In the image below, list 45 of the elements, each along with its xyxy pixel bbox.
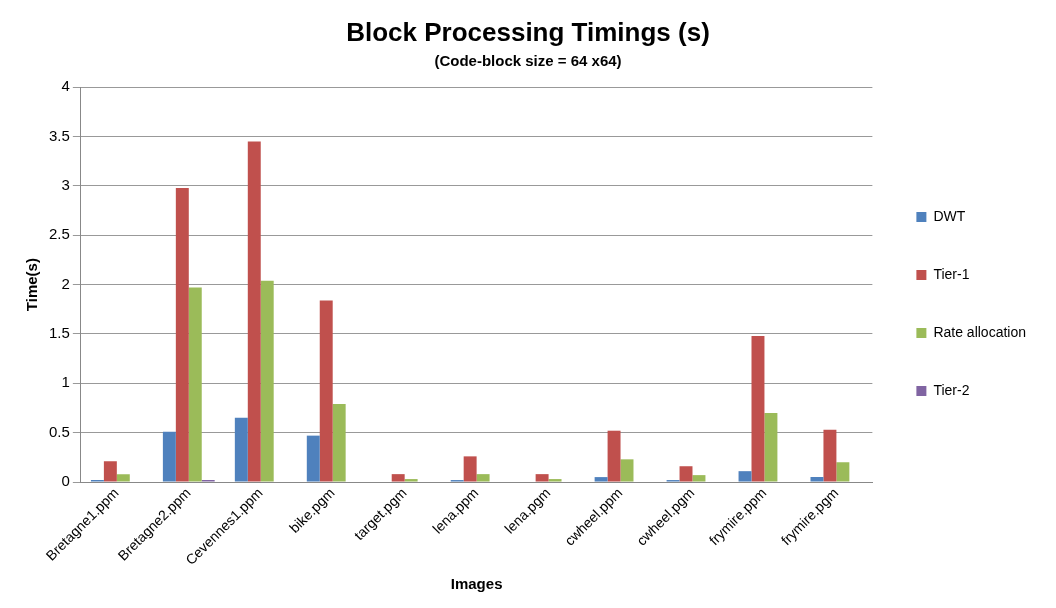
bar [607,430,621,482]
bar [234,417,248,482]
bar [836,462,850,482]
bar [810,477,824,482]
bar [391,474,405,482]
y-tick-label: 2.5 [48,225,70,243]
y-tick-label: 3 [61,176,70,194]
bar [535,474,549,482]
chart-subtitle: (Code-block size = 64 x64) [434,52,622,70]
bar [116,474,130,482]
y-tick-label: 3.5 [48,126,70,144]
y-tick-label: 2 [61,274,70,292]
legend-label: Tier-2 [933,381,970,398]
bar [594,477,608,482]
y-tick-label: 0.5 [48,422,70,440]
bar [332,404,346,482]
y-tick-label: 4 [61,77,70,95]
x-axis-title: Images [450,575,503,593]
legend-label: Tier-1 [933,265,970,282]
bar [463,456,477,482]
chart-title: Block Processing Timings (s) [346,16,710,47]
bar [620,459,634,482]
legend-label: Rate allocation [933,323,1027,340]
y-axis-title: Time(s) [23,258,41,312]
y-tick-label: 1 [61,373,70,391]
bar [162,431,176,482]
bar [751,335,765,482]
bar [692,475,706,482]
bar [404,479,418,482]
bar [476,474,490,482]
bar [738,471,752,482]
bar [188,287,202,482]
bar [306,435,320,482]
bar [319,300,333,482]
legend-label: DWT [933,207,966,224]
bar [548,479,562,482]
bar [823,429,837,482]
bar [103,461,117,482]
bar [175,187,189,482]
y-tick-label: 0 [61,472,70,490]
bar [247,141,261,482]
bar [260,280,274,482]
bar [764,412,778,482]
y-tick-label: 1.5 [48,324,70,342]
bar [679,466,693,482]
